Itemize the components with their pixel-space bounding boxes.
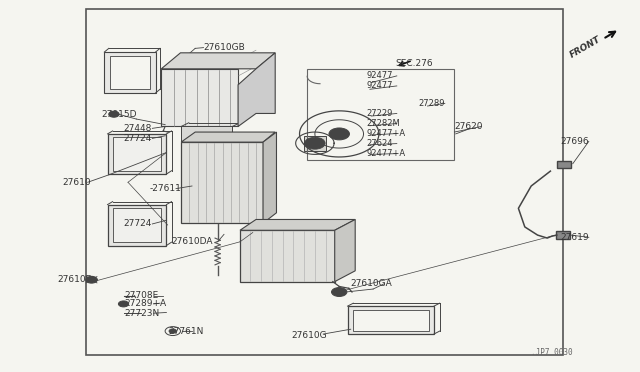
Bar (240, 230, 335, 282)
Text: FRONT: FRONT (568, 35, 603, 60)
Bar (110, 56, 150, 89)
Bar (161, 69, 238, 126)
Text: 27624: 27624 (367, 139, 393, 148)
Text: 27610D: 27610D (58, 275, 93, 284)
Text: 27610GB: 27610GB (204, 43, 245, 52)
Text: 27610DA: 27610DA (172, 237, 213, 246)
Bar (113, 137, 161, 171)
Circle shape (305, 137, 325, 149)
Text: 92477+A: 92477+A (367, 129, 406, 138)
Text: 27289+A: 27289+A (125, 299, 167, 308)
Circle shape (118, 301, 129, 307)
Text: 92477: 92477 (367, 71, 393, 80)
Bar (353, 310, 429, 331)
Text: 92477: 92477 (367, 81, 393, 90)
Text: 27448: 27448 (123, 124, 151, 133)
Text: -27611: -27611 (149, 184, 181, 193)
Text: 27724: 27724 (123, 219, 151, 228)
Circle shape (329, 128, 349, 140)
Text: 27610G: 27610G (292, 331, 328, 340)
Text: 27229: 27229 (367, 109, 393, 118)
Text: 27761N: 27761N (168, 327, 204, 336)
Text: SEC.276: SEC.276 (395, 59, 433, 68)
Bar (557, 161, 571, 168)
Polygon shape (181, 132, 275, 142)
Text: 27282M: 27282M (367, 119, 401, 128)
Text: 27619: 27619 (561, 233, 589, 242)
Circle shape (169, 329, 177, 333)
Bar (304, 136, 326, 151)
Bar (556, 231, 570, 239)
Bar (108, 134, 166, 174)
Text: 27610GA: 27610GA (351, 279, 392, 288)
Polygon shape (240, 219, 355, 230)
Text: 27015D: 27015D (101, 110, 136, 119)
Bar (181, 126, 232, 142)
Polygon shape (335, 219, 355, 282)
Bar (108, 205, 166, 246)
Polygon shape (238, 53, 275, 126)
Text: 27289: 27289 (418, 99, 444, 108)
Bar (348, 306, 434, 334)
Text: 27696: 27696 (561, 137, 589, 146)
Bar (86, 9, 563, 355)
Circle shape (109, 111, 119, 117)
Text: 27723N: 27723N (125, 309, 160, 318)
Bar (104, 52, 156, 93)
Text: 27610: 27610 (63, 178, 92, 187)
Polygon shape (161, 53, 275, 69)
Circle shape (86, 276, 97, 283)
Bar (113, 208, 161, 242)
Text: 27708E: 27708E (125, 291, 159, 300)
Polygon shape (263, 132, 276, 223)
Text: .JP7 0030: .JP7 0030 (531, 348, 573, 357)
Circle shape (332, 288, 347, 296)
Bar (307, 69, 454, 160)
Text: 92477+A: 92477+A (367, 149, 406, 158)
Bar (181, 142, 263, 223)
Text: 27724: 27724 (123, 134, 151, 143)
Text: 27620: 27620 (454, 122, 483, 131)
